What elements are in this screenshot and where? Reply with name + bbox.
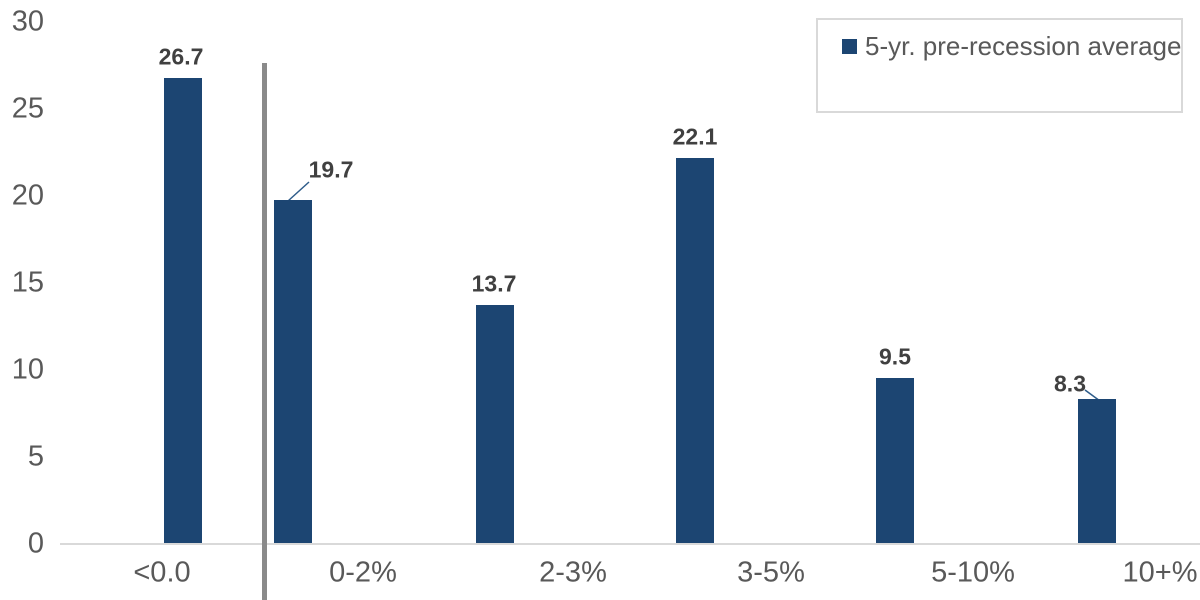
y-tick-label-20: 20 <box>11 179 44 212</box>
data-label-<0.0: 26.7 <box>158 43 204 70</box>
bar-0-2% <box>274 200 312 543</box>
bar-5-10% <box>876 377 914 543</box>
x-tick-label-5-10%: 5-10% <box>931 556 1015 589</box>
legend-swatch-icon <box>842 38 857 54</box>
bar-<0.0 <box>164 78 202 543</box>
x-tick-label-0-2%: 0-2% <box>329 556 397 589</box>
legend: 5-yr. pre-recession average <box>816 18 1183 113</box>
x-tick-label-3-5%: 3-5% <box>737 556 805 589</box>
data-label-2-3%: 13.7 <box>471 270 517 297</box>
x-axis-line <box>60 543 1200 545</box>
legend-label: 5-yr. pre-recession average <box>865 31 1182 61</box>
x-tick-label-<0.0: <0.0 <box>133 556 191 589</box>
data-label-10+%: 8.3 <box>1054 370 1086 397</box>
y-tick-label-15: 15 <box>11 266 44 299</box>
y-tick-label-5: 5 <box>27 440 44 473</box>
bar-2-3% <box>476 304 514 543</box>
data-label-3-5%: 22.1 <box>672 123 718 150</box>
y-tick-label-30: 30 <box>11 5 44 38</box>
bar-3-5% <box>676 158 714 543</box>
x-tick-label-10+%: 10+% <box>1122 556 1198 589</box>
leader-line-0 <box>287 181 310 202</box>
data-label-5-10%: 9.5 <box>879 343 911 370</box>
zero-divider-line <box>262 63 267 600</box>
x-tick-label-2-3%: 2-3% <box>539 556 607 589</box>
legend-row: 5-yr. pre-recession average <box>842 33 1181 59</box>
y-tick-label-25: 25 <box>11 92 44 125</box>
bar-10+% <box>1078 398 1116 543</box>
y-tick-label-0: 0 <box>27 527 44 560</box>
y-tick-label-10: 10 <box>11 353 44 386</box>
data-label-0-2%: 19.7 <box>308 156 354 183</box>
